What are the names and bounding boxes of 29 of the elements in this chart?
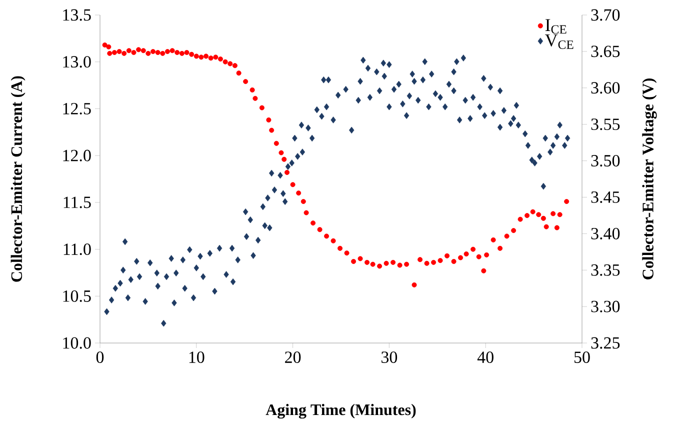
y2-axis-title: Collector-Emitter Voltage (V) bbox=[642, 78, 657, 280]
y-tick-label: 13.0 bbox=[63, 56, 91, 68]
y-tick-label: 13.5 bbox=[63, 9, 91, 21]
legend-label: I$_{CE}$ bbox=[545, 19, 566, 34]
y2-tick-label: 3.70 bbox=[591, 9, 620, 21]
x-tick-label: 50 bbox=[574, 352, 590, 363]
x-axis-title: Aging Time (Minutes) bbox=[266, 404, 416, 419]
x-tick-label: 20 bbox=[285, 352, 301, 363]
y-tick-label: 11.5 bbox=[64, 196, 91, 208]
y2-tick-label: 3.50 bbox=[591, 154, 620, 167]
y-tick-label: 12.5 bbox=[63, 102, 91, 114]
x-tick-label: 10 bbox=[189, 352, 204, 363]
y-tick-label: 12.0 bbox=[63, 150, 91, 162]
y2-tick-label: 3.25 bbox=[591, 337, 620, 349]
y2-tick-label: 3.55 bbox=[591, 118, 620, 130]
y2-tick-label: 3.35 bbox=[591, 264, 620, 276]
y-tick-label: 10.0 bbox=[63, 337, 91, 349]
x-tick-label: 30 bbox=[382, 352, 398, 363]
x-tick-label: 0 bbox=[96, 352, 104, 363]
legend-label: V$_{CE}$ bbox=[545, 34, 574, 49]
y2-tick-label: 3.65 bbox=[591, 46, 620, 58]
y2-tick-label: 3.45 bbox=[591, 191, 620, 203]
y2-tick-label: 3.40 bbox=[591, 228, 620, 240]
y2-tick-label: 3.30 bbox=[591, 300, 620, 312]
y-axis-title: Collector-Emitter Current (A) bbox=[10, 76, 26, 282]
y2-tick-label: 3.60 bbox=[591, 82, 620, 94]
x-tick-label: 40 bbox=[477, 352, 494, 363]
y-tick-label: 10.5 bbox=[63, 290, 91, 302]
y-tick-label: 11.0 bbox=[64, 244, 91, 256]
